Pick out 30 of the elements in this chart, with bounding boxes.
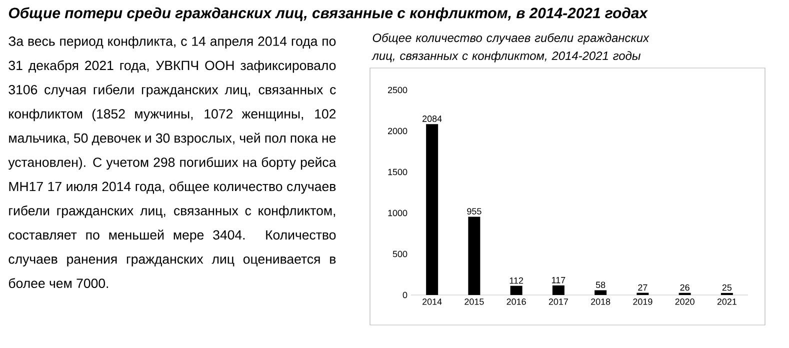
x-tick-label: 2015 (464, 298, 484, 305)
chart-subtitle: Общее количество случаев гибели гражданских лиц, связанных с конфликтом, 2014-2021 годы (372, 33, 650, 62)
x-tick-label: 2016 (506, 298, 526, 305)
bar (552, 285, 564, 295)
data-label: 2084 (422, 116, 442, 122)
x-tick-label: 2021 (717, 298, 736, 305)
y-tick-label: 1000 (388, 210, 408, 216)
chart-title: Общие потери среди гражданских лиц, связанные с конфликтом, в 2014-2021 годах (8, 7, 648, 22)
bar (510, 286, 522, 295)
bar (426, 124, 438, 295)
y-tick-label: 1500 (388, 168, 408, 176)
bar (594, 290, 607, 295)
x-tick-label: 2019 (633, 298, 652, 305)
y-tick-label: 500 (392, 250, 408, 258)
x-tick-label: 2014 (422, 298, 442, 305)
bar (468, 216, 480, 295)
data-label: 117 (552, 277, 566, 284)
data-label: 955 (467, 208, 482, 214)
data-label: 112 (510, 277, 524, 284)
text: За весь период конфликта, с 14 апреля 2014 года по 31 декабря 2021 года, УВКПЧ ООН зафиксировало 3106 случая гибели гражданских лиц, связанных с конфликтом (1852 мужчины, 1072 женщины, 102 мальчика, 50 девочек и 30 взрослых, чей пол пока не установлен). С учетом 298 погибших на борту рейса MH17 17 июля 2014 года, общее количество случаев гибели гражданских лиц, связанных с конфликтом, составляет по меньшей мере 3404. Количество случаев ранения гражданских лиц оценивается в более чем 7000. (8, 36, 336, 288)
x-tick-label: 2020 (675, 298, 694, 305)
x-tick-label: 2017 (548, 298, 568, 305)
x-tick-label: 2018 (591, 298, 610, 305)
data-label: 27 (638, 284, 648, 291)
data-label: 25 (722, 284, 732, 291)
y-tick-label: 0 (402, 292, 408, 298)
data-label: 58 (596, 282, 606, 288)
y-tick-label: 2500 (388, 86, 408, 94)
y-tick-label: 2000 (388, 128, 408, 134)
data-label: 26 (680, 284, 690, 291)
